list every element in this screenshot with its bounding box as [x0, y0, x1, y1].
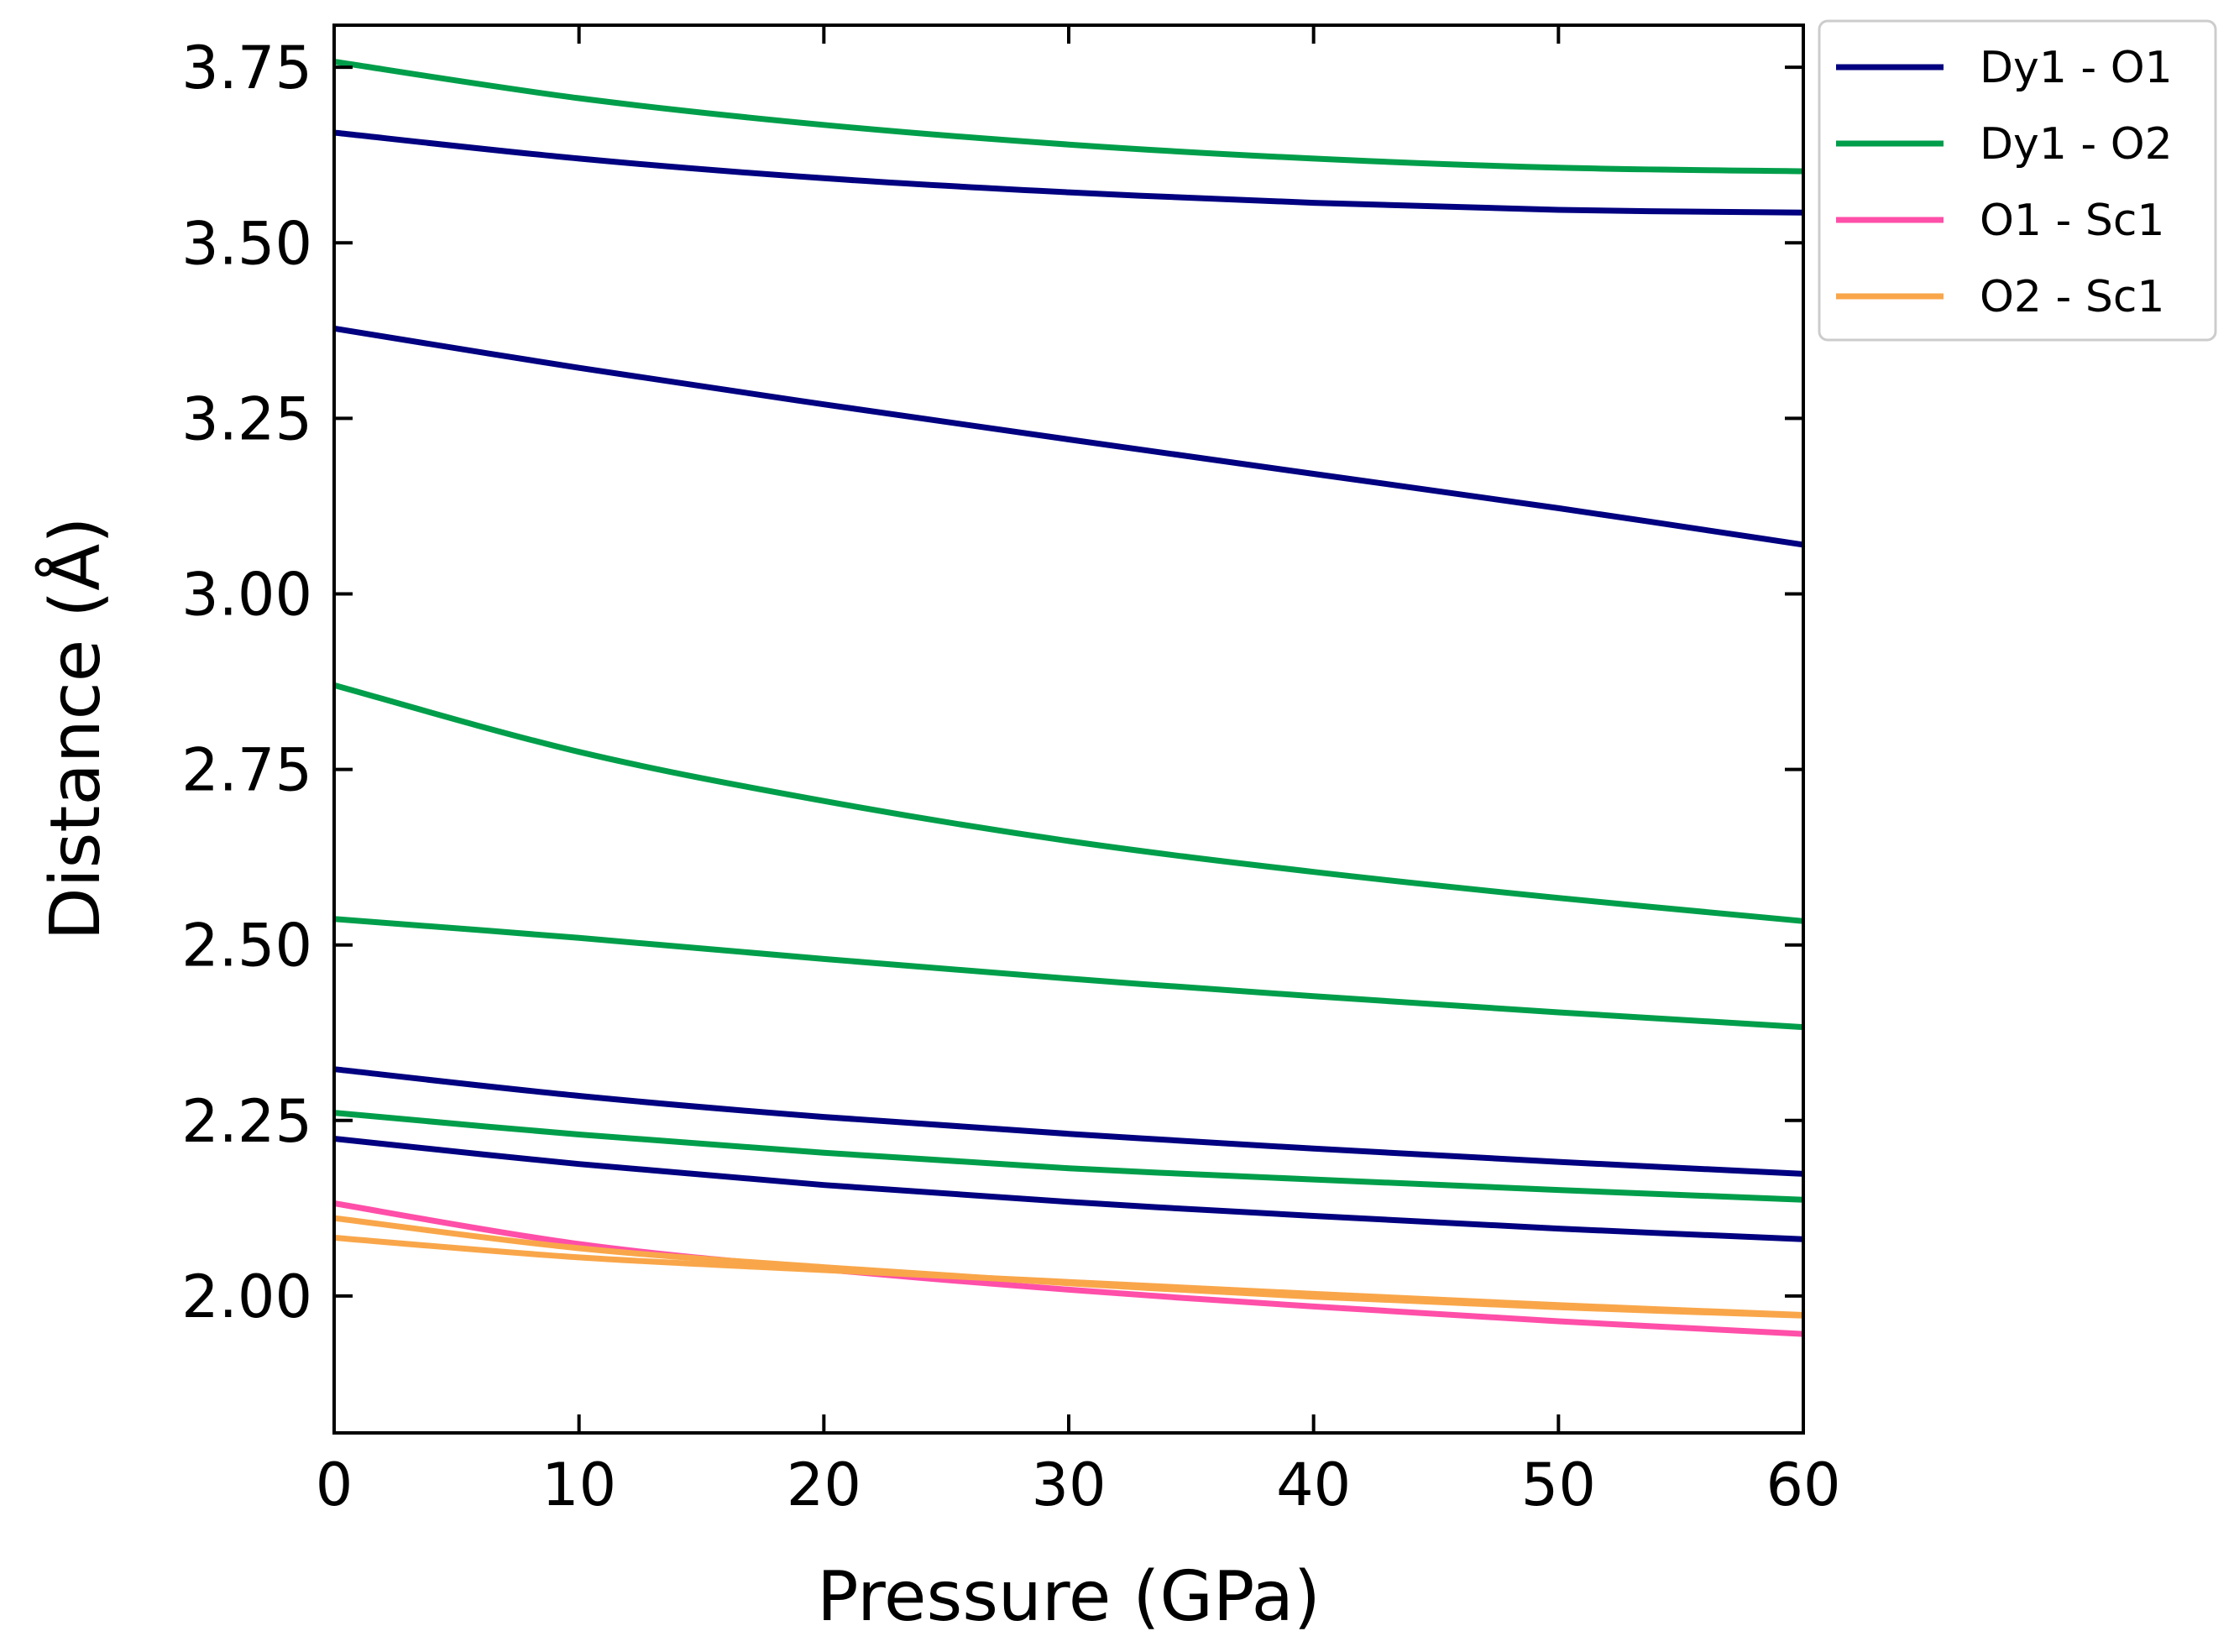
series-line-7 [333, 916, 1804, 1031]
legend-label: O1 - Sc1 [1980, 196, 2165, 246]
y-tick-label: 3.25 [181, 384, 312, 453]
x-tick-label: 20 [787, 1451, 861, 1519]
tick-label-layer: 0 10 20 30 40 50 60 2.00 2.25 2.50 2.75 3.00 3.25 3.5… [181, 34, 1840, 1519]
y-tick-label: 3.50 [181, 209, 312, 278]
legend: Dy1 - O1 Dy1 - O2 O1 - Sc1 O2 - Sc1 [1818, 19, 2217, 342]
series-line-2 [333, 325, 1804, 548]
x-axis-title: Pressure (GPa) [817, 1557, 1321, 1637]
x-tick-label: 10 [541, 1451, 616, 1519]
series-layer [333, 59, 1804, 1337]
series-line-5 [333, 59, 1804, 175]
series-line-8 [333, 1110, 1804, 1203]
x-tick-label: 50 [1521, 1451, 1596, 1519]
series-line-6 [333, 682, 1804, 924]
y-tick-label: 2.00 [181, 1263, 312, 1331]
series-line-9 [333, 1200, 1804, 1337]
y-tick-label: 2.50 [181, 912, 312, 980]
legend-label: O2 - Sc1 [1980, 272, 2165, 322]
y-tick-label: 3.75 [181, 34, 312, 102]
x-tick-label: 0 [316, 1451, 353, 1519]
x-tick-label: 40 [1276, 1451, 1351, 1519]
y-tick-label: 2.25 [181, 1087, 312, 1156]
x-tick-label: 60 [1766, 1451, 1840, 1519]
series-line-11 [333, 1235, 1804, 1318]
series-line-1 [333, 129, 1804, 216]
y-axis-title: Distance (Å) [35, 517, 116, 941]
x-tick-label: 30 [1031, 1451, 1106, 1519]
y-tick-label: 2.75 [181, 736, 312, 805]
legend-label: Dy1 - O1 [1980, 43, 2173, 93]
tick-layer [332, 25, 1805, 1433]
legend-label: Dy1 - O2 [1980, 119, 2173, 170]
legend-box [1818, 19, 2217, 342]
series-line-4 [333, 1136, 1804, 1242]
series-line-3 [333, 1066, 1804, 1177]
y-tick-label: 3.00 [181, 560, 312, 629]
